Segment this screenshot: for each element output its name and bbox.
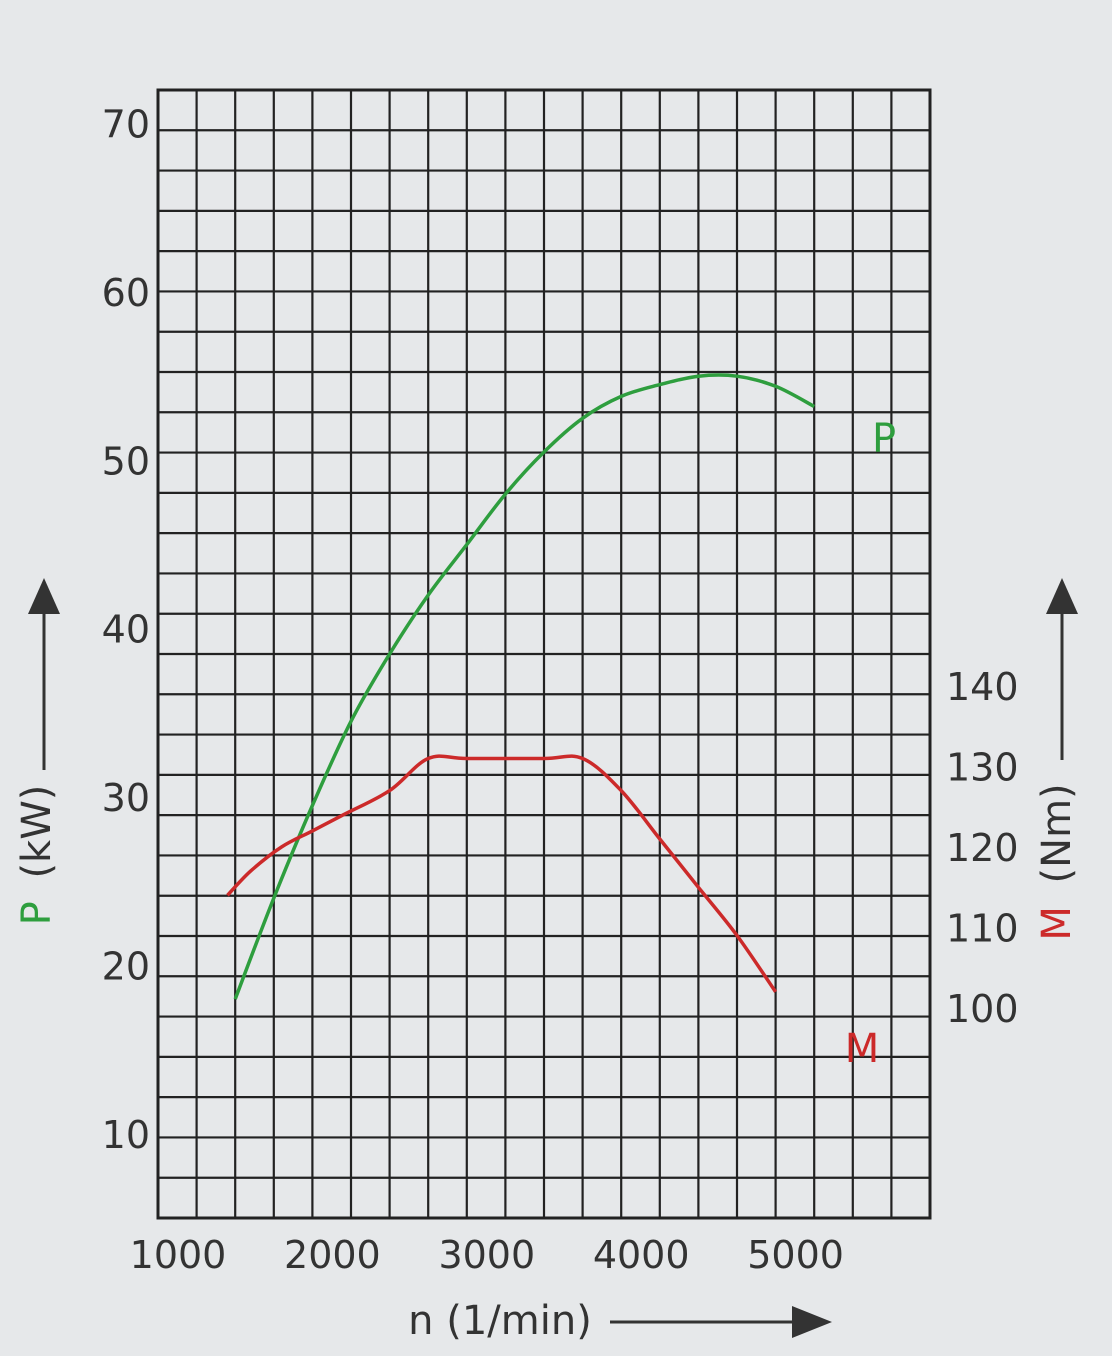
x-tick-label: 5000 bbox=[747, 1233, 844, 1277]
chart-curves bbox=[226, 373, 816, 1000]
chart-grid bbox=[156, 88, 932, 1220]
y-left-tick-label: 40 bbox=[102, 608, 150, 652]
x-tick-label: 3000 bbox=[438, 1233, 535, 1277]
x-tick-label: 2000 bbox=[284, 1233, 381, 1277]
y-right-tick-label: 120 bbox=[946, 826, 1019, 870]
y-right-axis-unit: (Nm) bbox=[1034, 783, 1080, 883]
y-right-axis-symbol: M bbox=[1034, 906, 1080, 941]
y-left-tick-label: 70 bbox=[102, 103, 150, 147]
y-left-tick-label: 30 bbox=[102, 776, 150, 820]
y-right-tick-label: 100 bbox=[946, 987, 1019, 1031]
x-axis-arrow-icon bbox=[610, 1306, 832, 1338]
series-line-p bbox=[233, 373, 816, 1000]
y-right-axis-arrow-icon bbox=[1046, 578, 1078, 760]
y-left-axis-symbol: P bbox=[14, 901, 60, 925]
series-line-m bbox=[226, 754, 778, 993]
y-left-axis-unit: (kW) bbox=[14, 785, 60, 879]
y-right-tick-label: 140 bbox=[946, 665, 1019, 709]
y-left-axis-arrow-icon bbox=[28, 578, 60, 770]
y-right-tick-label: 110 bbox=[946, 907, 1019, 951]
series-label-p: P bbox=[872, 416, 896, 462]
y-left-tick-label: 20 bbox=[102, 944, 150, 988]
series-label-m: M bbox=[845, 1026, 880, 1072]
x-axis-label: n (1/min) bbox=[408, 1298, 592, 1344]
y-right-tick-label: 130 bbox=[946, 746, 1019, 790]
chart-tick-labels: 1000 2000 3000 4000 5000 10 20 30 40 50 60 70 100 110… bbox=[102, 103, 1019, 1277]
svg-text:M (Nm): M (Nm) bbox=[1034, 783, 1080, 940]
x-tick-label: 4000 bbox=[593, 1233, 690, 1277]
svg-text:P (kW): P (kW) bbox=[14, 785, 60, 926]
y-left-tick-label: 10 bbox=[102, 1113, 150, 1157]
y-left-tick-label: 50 bbox=[102, 439, 150, 483]
x-tick-label: 1000 bbox=[130, 1233, 227, 1277]
y-left-tick-label: 60 bbox=[102, 271, 150, 315]
